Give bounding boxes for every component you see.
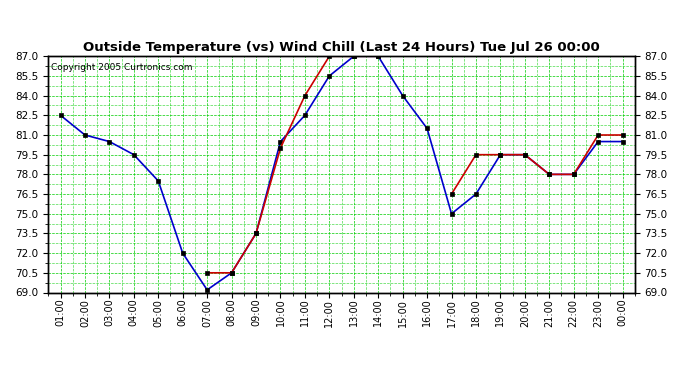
- Text: Copyright 2005 Curtronics.com: Copyright 2005 Curtronics.com: [51, 63, 193, 72]
- Title: Outside Temperature (vs) Wind Chill (Last 24 Hours) Tue Jul 26 00:00: Outside Temperature (vs) Wind Chill (Las…: [83, 41, 600, 54]
